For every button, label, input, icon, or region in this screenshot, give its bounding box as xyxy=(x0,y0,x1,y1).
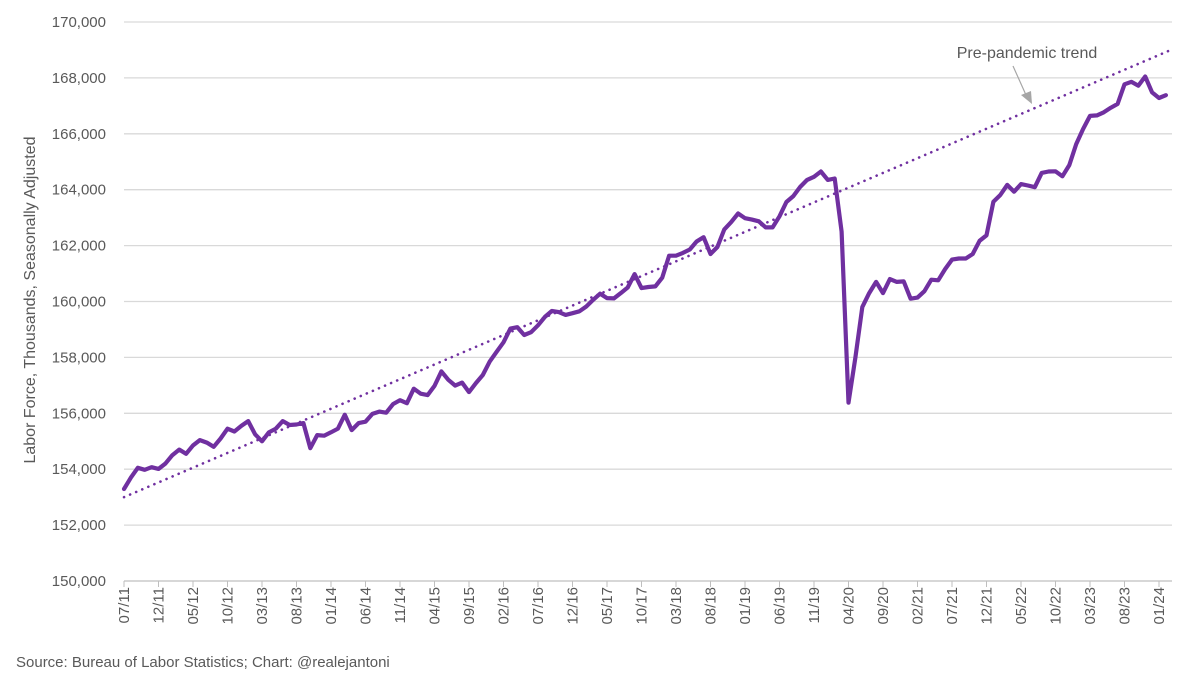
x-tick-label: 11/19 xyxy=(806,587,823,623)
y-tick-label: 150,000 xyxy=(52,573,106,590)
y-tick-label: 154,000 xyxy=(52,461,106,478)
x-tick-label: 02/21 xyxy=(910,587,927,625)
x-tick-label: 07/16 xyxy=(530,587,547,625)
x-tick-label: 12/11 xyxy=(151,587,168,623)
x-tick-label: 07/21 xyxy=(944,587,961,625)
x-axis: 07/11 12/11 05/12 10/12 03/13 08/13 01/14 06/14… xyxy=(116,580,1172,625)
y-tick-label: 158,000 xyxy=(52,349,106,366)
x-tick-label: 03/18 xyxy=(668,587,685,625)
x-tick-label: 06/14 xyxy=(358,587,375,625)
x-tick-label: 01/24 xyxy=(1151,587,1168,625)
y-tick-label: 168,000 xyxy=(52,70,106,87)
x-tick-label: 04/20 xyxy=(841,587,858,625)
x-tick-label: 10/12 xyxy=(220,587,237,625)
y-tick-label: 160,000 xyxy=(52,294,106,311)
annotation-arrow-head xyxy=(1021,91,1032,104)
x-tick-label: 01/19 xyxy=(737,587,754,625)
x-tick-label: 05/22 xyxy=(1013,587,1030,625)
gridlines xyxy=(124,21,1172,526)
x-tick-label: 05/12 xyxy=(185,587,202,625)
x-tick-label: 08/18 xyxy=(703,587,720,625)
x-tick-label: 09/15 xyxy=(461,587,478,625)
x-tick-label: 02/16 xyxy=(496,587,513,625)
x-tick-label: 05/17 xyxy=(599,587,616,625)
y-tick-label: 170,000 xyxy=(52,14,106,31)
source-note: Source: Bureau of Labor Statistics; Char… xyxy=(16,654,390,671)
x-tick-label: 10/17 xyxy=(634,587,651,625)
x-tick-label: 07/11 xyxy=(116,587,133,623)
x-tick-label: 08/23 xyxy=(1117,587,1134,625)
x-tick-label: 09/20 xyxy=(875,587,892,625)
x-tick-label: 10/22 xyxy=(1048,587,1065,625)
y-tick-label: 156,000 xyxy=(52,405,106,422)
x-tick-label: 12/21 xyxy=(979,587,996,625)
y-axis-title: Labor Force, Thousands, Seasonally Adjus… xyxy=(22,136,39,463)
x-tick-label: 01/14 xyxy=(323,587,340,625)
series-group xyxy=(121,49,1172,499)
x-tick-label: 11/14 xyxy=(392,587,409,623)
y-tick-label: 164,000 xyxy=(52,182,106,199)
x-tick-label: 04/15 xyxy=(427,587,444,625)
x-tick-label: 03/13 xyxy=(254,587,271,625)
x-tick-label: 03/23 xyxy=(1082,587,1099,625)
labor-force-line xyxy=(121,74,1169,492)
annotation-label: Pre-pandemic trend xyxy=(957,45,1098,62)
y-tick-label: 166,000 xyxy=(52,126,106,143)
y-tick-label: 152,000 xyxy=(52,517,106,534)
x-tick-label: 12/16 xyxy=(565,587,582,625)
annotation-arrow-line xyxy=(1012,65,1027,96)
x-tick-label: 08/13 xyxy=(289,587,306,625)
y-tick-label: 162,000 xyxy=(52,238,106,255)
x-tick-label: 06/19 xyxy=(772,587,789,625)
trend-line xyxy=(122,49,1172,499)
y-axis-ticks: 150,000 152,000 154,000 156,000 158,000 160,0… xyxy=(52,14,106,590)
